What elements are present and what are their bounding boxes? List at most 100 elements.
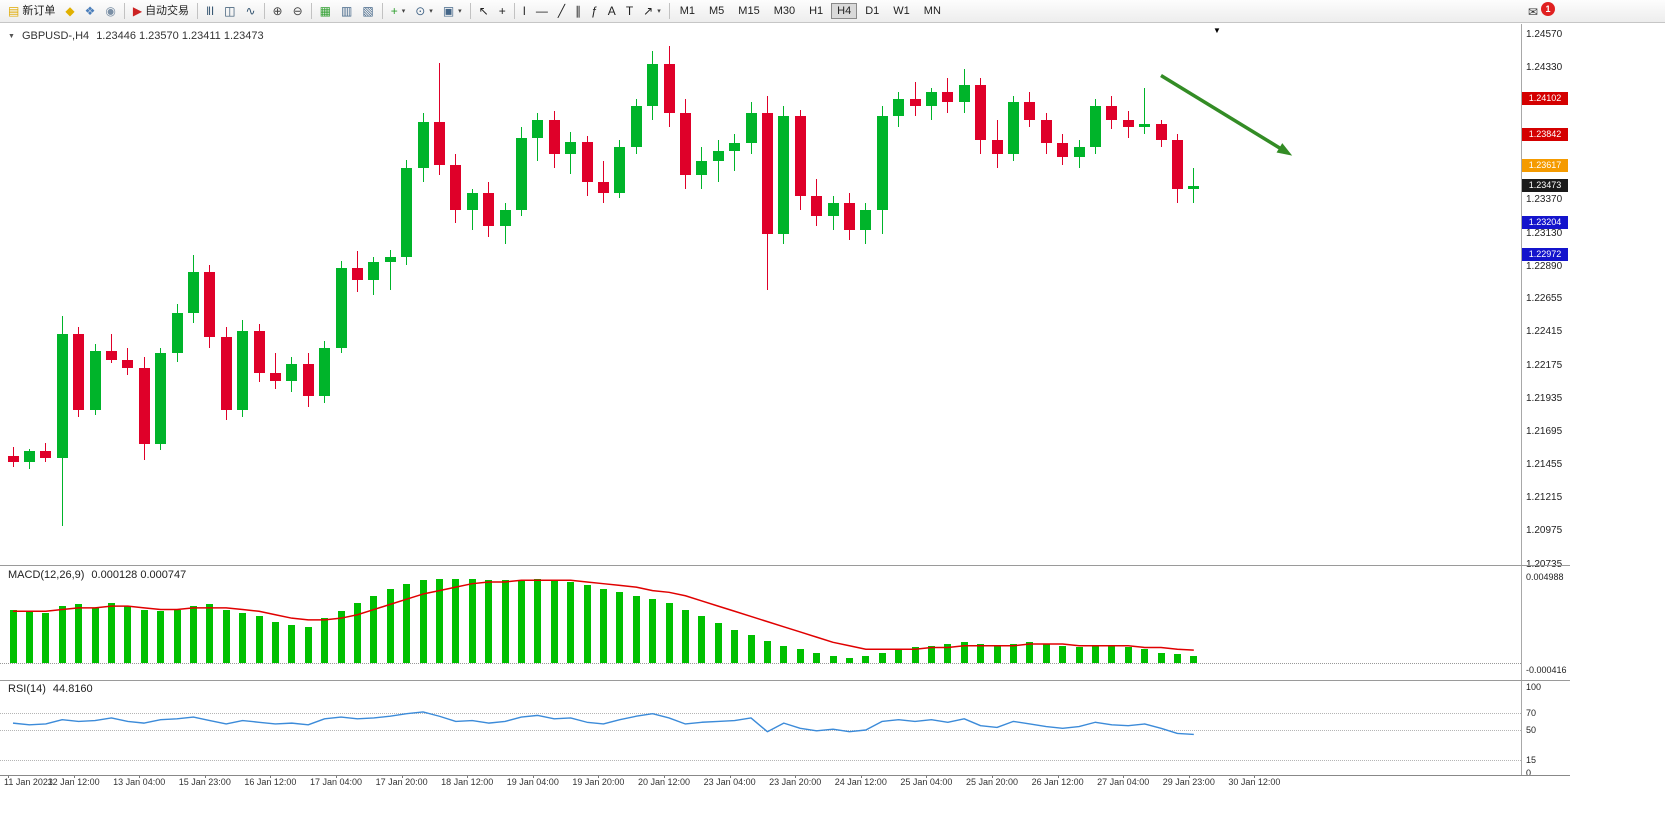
macd-histogram-bar [714, 623, 722, 663]
arrows-button[interactable]: ↗ ▾ [638, 2, 666, 21]
templates-button[interactable]: ▣ ▾ [438, 2, 467, 21]
macd-histogram-bar [780, 645, 788, 663]
candle-body [1040, 119, 1052, 144]
timeframe-h4-button[interactable]: H4 [831, 3, 858, 19]
new-order-button[interactable]: ▤ 新订单 [3, 2, 60, 21]
rsi-axis-tick: 100 [1526, 682, 1542, 692]
data-window-icon: ◉ [105, 4, 116, 18]
auto-trading-button[interactable]: ▶ 自动交易 [128, 2, 194, 21]
candle-body [237, 331, 249, 410]
auto-trading-button-label: 自动交易 [145, 4, 190, 17]
collapse-icon[interactable]: ▼ [8, 32, 15, 40]
new-order-icon: ▤ [8, 4, 20, 18]
chevron-down-icon: ▾ [458, 7, 462, 15]
time-axis-tick [532, 775, 534, 778]
candle-body [73, 333, 85, 410]
time-axis-label: 17 Jan 04:00 [309, 777, 363, 787]
hline-icon: — [535, 4, 548, 18]
vline-button[interactable]: ǀ [518, 3, 531, 19]
notification-indicator[interactable]: ✉ 1 [1528, 2, 1562, 21]
templates-icon: ▣ [442, 4, 455, 18]
price-badge-1.23204: 1.23204 [1522, 216, 1568, 230]
zoom-in-button[interactable]: ⊕ [268, 3, 288, 19]
price-tick: 1.22890 [1526, 260, 1563, 272]
macd-histogram-bar [681, 609, 689, 663]
timeframe-m15-button[interactable]: M15 [738, 5, 760, 17]
macd-histogram-bar [993, 645, 1001, 663]
rsi-name: RSI(14) [8, 683, 46, 695]
fibo-button[interactable]: ƒ [586, 3, 603, 19]
time-axis-tick [401, 775, 403, 778]
candle-body [1106, 105, 1118, 120]
timeframe-h1-button[interactable]: H1 [809, 5, 824, 17]
candle-body [958, 85, 970, 102]
candle-body [1122, 119, 1134, 127]
macd-histogram-bar [845, 657, 853, 663]
macd-splitter[interactable] [0, 565, 1570, 566]
timeframe-mn-button[interactable]: MN [923, 5, 941, 17]
tile-windows-button[interactable]: ▦ [315, 3, 336, 19]
zoom-in-icon: ⊕ [272, 4, 283, 18]
trendline-button[interactable]: ╱ [553, 3, 570, 19]
time-axis-label: 18 Jan 12:00 [441, 777, 494, 787]
time-axis-tick [8, 775, 9, 778]
line-chart-icon: ∿ [245, 4, 256, 18]
indicators-button[interactable]: + ▾ [386, 2, 411, 21]
timeframe-d1-button[interactable]: D1 [865, 5, 880, 17]
macd-histogram-bar [140, 609, 148, 663]
zoom-out-button[interactable]: ⊖ [288, 3, 308, 19]
time-axis-tick [1254, 775, 1256, 778]
candle-body [155, 353, 167, 445]
macd-histogram-bar [321, 618, 329, 663]
macd-histogram-bar [960, 642, 968, 663]
new-chart-button[interactable]: ◆ [60, 3, 79, 19]
time-axis-tick [926, 775, 928, 778]
macd-histogram-bar [271, 621, 279, 663]
trend-arrow-head [1276, 143, 1293, 156]
macd-histogram-bar [25, 611, 33, 663]
time-axis-tick [1188, 775, 1190, 778]
new-chart-icon: ◆ [65, 4, 75, 18]
toolbar-separator [310, 3, 312, 19]
label-button[interactable]: T [621, 3, 638, 19]
candle-body [991, 140, 1003, 155]
timeframe-w1-button[interactable]: W1 [893, 5, 910, 17]
chart-shift-button[interactable]: ▧ [357, 3, 378, 19]
price-tick: 1.23130 [1526, 227, 1563, 239]
candle-body [745, 112, 757, 144]
timeframe-m1-button[interactable]: M1 [679, 5, 696, 17]
candlestick-button[interactable]: ◫ [219, 3, 240, 19]
price-tick: 1.21215 [1526, 492, 1563, 504]
timeframe-m30-button[interactable]: M30 [773, 5, 796, 17]
chart-symbol-period: GBPUSD-,H4 [21, 30, 90, 42]
candle-body [532, 119, 544, 138]
text-button[interactable]: A [603, 3, 621, 19]
chevron-down-icon: ▾ [657, 7, 661, 15]
hline-button[interactable]: — [531, 3, 553, 19]
channel-button[interactable]: ∥ [570, 3, 586, 19]
candle-body [1171, 140, 1183, 189]
auto-arrange-button[interactable]: ▥ [336, 3, 357, 19]
chart-title: ▼ GBPUSD-,H4 1.23446 1.23570 1.23411 1.2… [8, 30, 264, 42]
macd-histogram-bar [517, 580, 525, 663]
line-chart-button[interactable]: ∿ [240, 3, 260, 19]
macd-histogram-bar [550, 580, 558, 663]
macd-histogram-bar [763, 640, 771, 663]
periods-button[interactable]: ⊙ ▾ [410, 2, 438, 21]
profiles-button[interactable]: ❖ [80, 3, 101, 19]
autoscroll-marker-icon: ▼ [1213, 26, 1221, 35]
rsi-axis-tick: 0 [1526, 768, 1532, 778]
candle-body [204, 271, 216, 337]
timeframe-m5-button[interactable]: M5 [709, 5, 725, 17]
rsi-splitter[interactable] [0, 680, 1570, 681]
crosshair-button[interactable]: + [494, 3, 511, 19]
bar-chart-button[interactable]: ǁǀ [201, 3, 219, 19]
macd-histogram-bar [1157, 652, 1165, 663]
candle-body [1057, 143, 1069, 158]
time-axis-tick [270, 775, 272, 778]
data-window-button[interactable]: ◉ [100, 3, 120, 19]
candle-body [909, 98, 921, 106]
time-axis-label: 19 Jan 04:00 [506, 777, 559, 787]
auto-arrange-icon: ▥ [341, 4, 353, 18]
cursor-button[interactable]: ↖ [474, 3, 494, 19]
